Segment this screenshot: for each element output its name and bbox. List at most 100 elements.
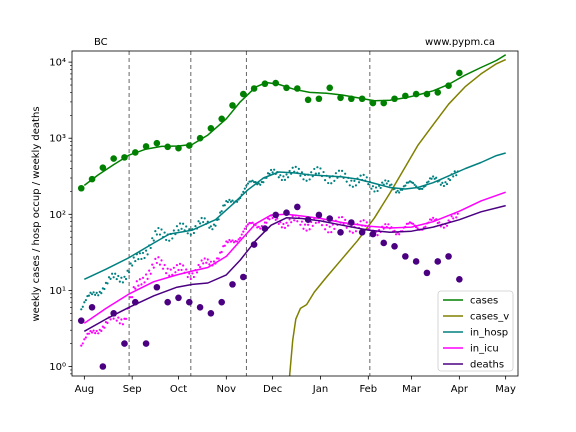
daily-point <box>89 291 92 294</box>
x-tick-label: Nov <box>217 384 237 395</box>
daily-point <box>123 275 126 278</box>
daily-point <box>246 182 250 185</box>
daily-point <box>430 218 433 222</box>
daily-point <box>98 290 101 293</box>
daily-point <box>208 263 211 266</box>
data-point-cases <box>261 80 269 88</box>
data-point-cases <box>250 85 258 92</box>
daily-point <box>286 176 290 179</box>
data-point-deaths <box>218 298 225 306</box>
daily-point <box>231 239 234 242</box>
daily-point <box>146 253 149 256</box>
daily-point <box>120 276 123 279</box>
data-point-deaths <box>153 283 161 291</box>
daily-point <box>365 221 368 224</box>
daily-point <box>137 284 140 287</box>
daily-point <box>251 221 254 224</box>
daily-point <box>157 226 160 230</box>
daily-point <box>279 174 282 177</box>
daily-point <box>117 316 120 319</box>
daily-point <box>348 230 351 233</box>
daily-point <box>427 180 430 183</box>
daily-point <box>90 293 94 296</box>
daily-point <box>286 224 290 227</box>
daily-point <box>367 183 370 186</box>
series-line-in_hosp <box>83 152 506 280</box>
daily-point <box>109 318 112 321</box>
data-point-deaths <box>88 303 96 311</box>
daily-point <box>206 258 209 261</box>
daily-point <box>283 226 287 229</box>
daily-point <box>135 280 138 283</box>
daily-point <box>328 225 331 228</box>
daily-point <box>209 260 212 263</box>
daily-point <box>194 225 197 228</box>
daily-point <box>424 225 427 228</box>
daily-point <box>323 228 327 231</box>
daily-point <box>322 170 325 174</box>
daily-point <box>174 271 177 274</box>
y-tick-label: 10¹ <box>49 286 66 297</box>
data-point-cases <box>412 90 420 98</box>
daily-point <box>374 186 378 189</box>
daily-point <box>411 222 415 225</box>
daily-point <box>327 181 330 185</box>
x-tick-label: Aug <box>75 384 95 395</box>
plot-frame <box>71 50 519 377</box>
data-point-deaths <box>77 317 85 324</box>
daily-point <box>259 183 262 186</box>
data-point-deaths <box>358 229 366 236</box>
daily-point <box>95 329 98 333</box>
daily-point <box>438 221 441 224</box>
daily-point <box>155 261 158 265</box>
data-point-deaths <box>110 310 117 317</box>
daily-point <box>296 220 299 223</box>
daily-point <box>362 173 365 176</box>
daily-point <box>129 262 132 265</box>
y-tick-label: 10⁴ <box>49 58 66 69</box>
daily-point <box>337 216 341 219</box>
daily-point <box>121 323 125 326</box>
daily-point <box>143 281 146 284</box>
data-point-deaths <box>272 211 280 219</box>
daily-point <box>277 176 280 179</box>
daily-point <box>357 181 361 184</box>
daily-point <box>300 171 304 174</box>
daily-point <box>283 178 287 181</box>
daily-point <box>265 221 268 224</box>
data-point-cases <box>121 154 128 161</box>
daily-point <box>188 272 191 275</box>
daily-point <box>178 222 182 225</box>
daily-point <box>89 330 92 333</box>
daily-point <box>362 219 365 222</box>
daily-point <box>277 222 280 226</box>
daily-point <box>294 165 297 168</box>
legend-label-cases: cases <box>470 296 498 307</box>
data-point-cases <box>142 143 150 150</box>
x-tick-label: Mar <box>402 384 422 395</box>
data-point-cases <box>153 139 161 147</box>
daily-point <box>134 259 137 263</box>
daily-point <box>314 221 317 224</box>
daily-point <box>226 241 229 244</box>
daily-point <box>195 271 199 274</box>
daily-point <box>178 262 182 265</box>
data-point-cases <box>218 115 225 123</box>
x-tick-label: Sep <box>123 384 142 395</box>
daily-point <box>168 239 171 242</box>
daily-point <box>220 210 223 213</box>
daily-point <box>373 190 376 193</box>
data-point-deaths <box>456 275 463 283</box>
daily-point <box>314 172 317 175</box>
data-point-cases <box>402 92 409 100</box>
daily-point <box>253 180 256 184</box>
daily-point <box>311 224 314 227</box>
daily-point <box>111 272 114 275</box>
y-tick-label: 10³ <box>49 134 66 145</box>
data-point-cases <box>445 82 452 89</box>
x-tick-label: Oct <box>170 384 187 395</box>
daily-point <box>95 291 98 294</box>
daily-point <box>200 259 203 262</box>
daily-point <box>106 282 109 285</box>
daily-point <box>387 223 390 226</box>
